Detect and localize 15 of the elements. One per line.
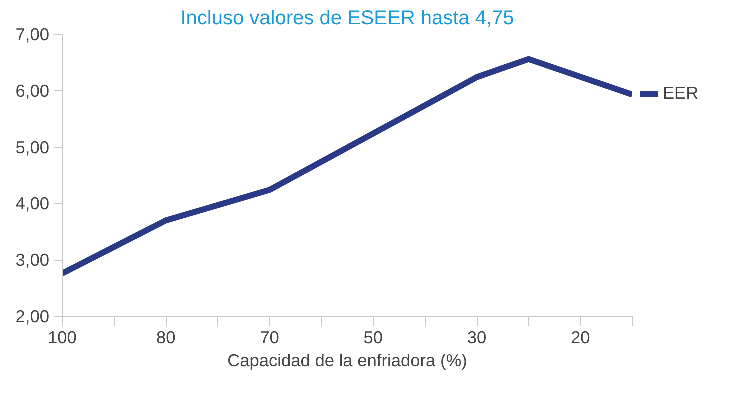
x-tick-label: 50 xyxy=(364,328,384,348)
x-tick-label: 100 xyxy=(48,328,77,348)
x-tick-label: 20 xyxy=(571,328,590,348)
x-tick-label: 80 xyxy=(156,328,176,348)
x-axis-title: Capacidad de la enfriadora (%) xyxy=(228,350,468,370)
y-tick-label: 7,00 xyxy=(16,24,50,44)
y-tick-label: 5,00 xyxy=(16,137,50,158)
chart-title: Incluso valores de ESEER hasta 4,75 xyxy=(180,8,514,30)
y-tick-label: 3,00 xyxy=(16,250,50,270)
y-tick-label: 6,00 xyxy=(16,80,50,101)
x-tick-label: 30 xyxy=(467,328,487,348)
legend-label: EER xyxy=(663,83,699,104)
x-tick-label: 70 xyxy=(260,328,280,348)
y-tick-label: 2,00 xyxy=(16,306,50,326)
y-tick-label: 4,00 xyxy=(16,194,50,214)
